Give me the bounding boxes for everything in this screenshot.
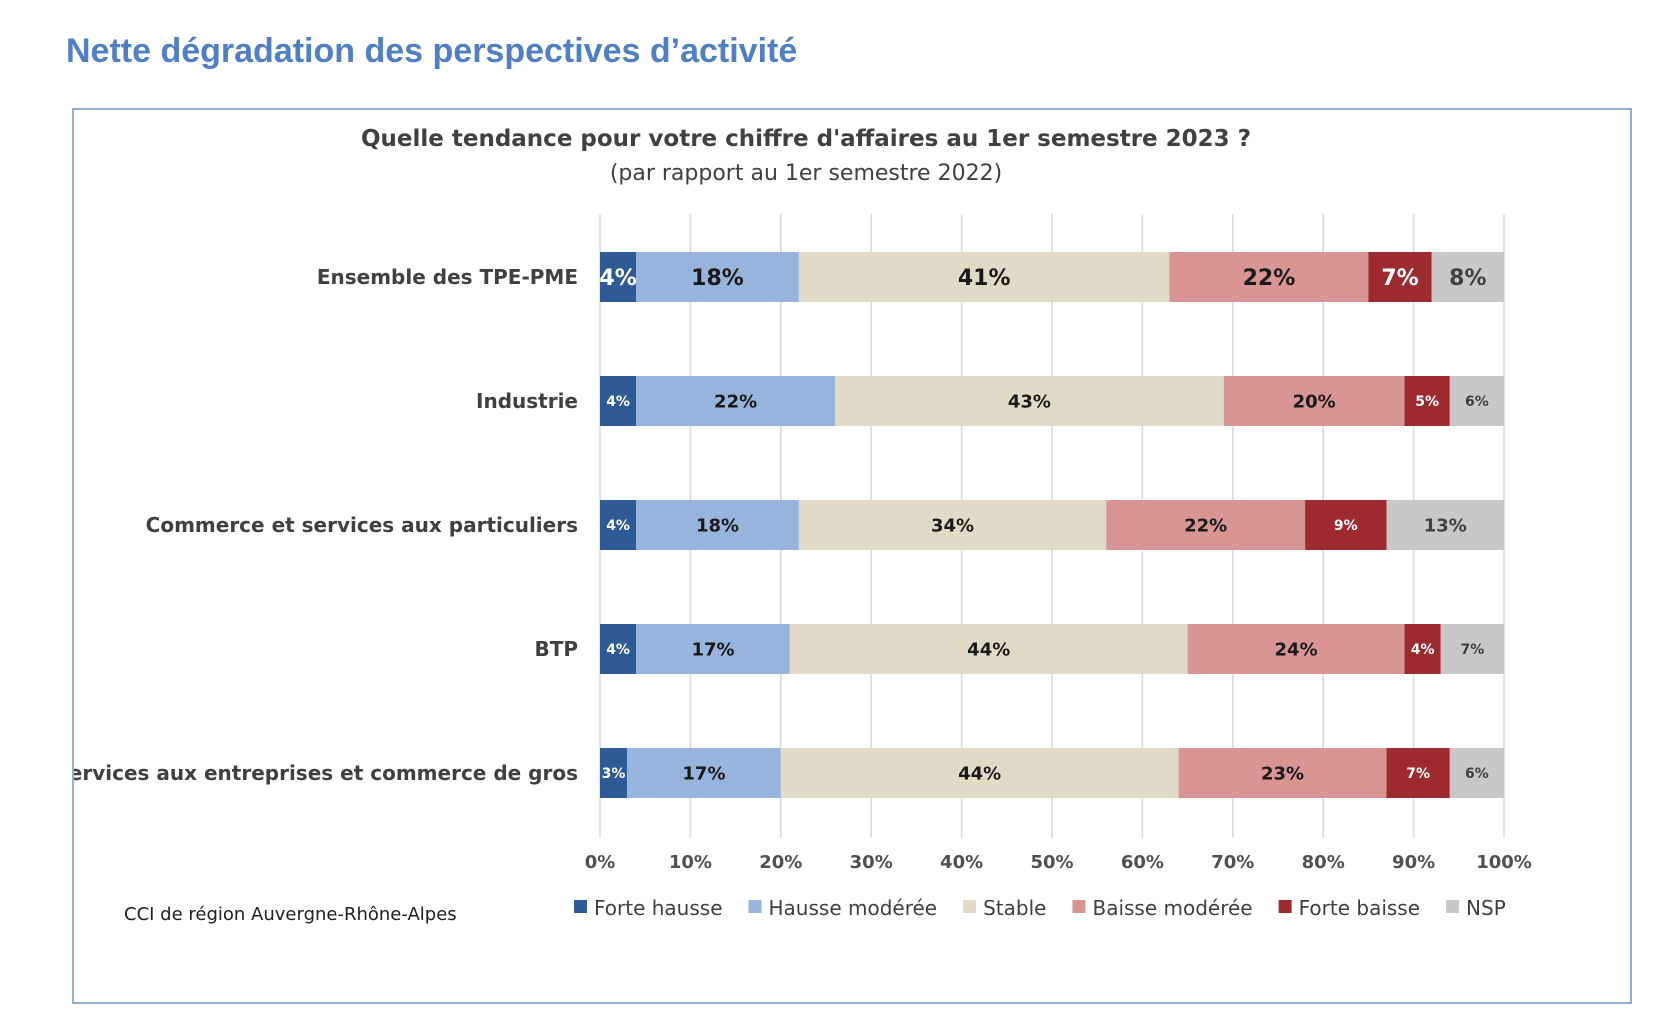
x-tick-label: 30% (850, 852, 893, 873)
x-axis-ticks: 0% 10% 20% 30% 40% 50% 60% 70% 80% 90% 100% (585, 852, 1532, 873)
chart-title: Quelle tendance pour votre chiffre d'aff… (361, 126, 1251, 152)
x-tick-label: 60% (1121, 852, 1164, 873)
bar-segment (636, 624, 790, 674)
data-label: 4% (606, 394, 630, 410)
legend-swatch (1446, 900, 1460, 913)
legend-label: Forte hausse (594, 896, 723, 920)
category-label: Services aux entreprises et commerce de … (74, 761, 578, 785)
bar-segment (627, 748, 781, 798)
data-label: 3% (602, 766, 626, 782)
data-label: 18% (691, 266, 744, 291)
chart-frame: Quelle tendance pour votre chiffre d'aff… (72, 108, 1632, 1004)
bar-segment (1187, 624, 1405, 674)
bar-segment (1404, 376, 1450, 426)
bar-segment (798, 500, 1107, 550)
bar-segment (1449, 748, 1504, 798)
x-tick-label: 10% (669, 852, 712, 873)
data-label: 20% (1293, 391, 1336, 412)
bar-segment (636, 500, 799, 550)
bar-segment (1305, 500, 1387, 550)
source-note: CCI de région Auvergne-Rhône-Alpes (124, 904, 457, 925)
legend-label: Baisse modérée (1092, 896, 1252, 920)
bar-segment (1431, 252, 1504, 302)
legend-label: Stable (983, 896, 1046, 920)
page-title: Nette dégradation des perspectives d’act… (66, 32, 798, 70)
bar-segment (636, 252, 799, 302)
data-label: 6% (1465, 766, 1489, 782)
bar-segment (835, 376, 1224, 426)
legend-swatch (1278, 900, 1292, 913)
bar-segment (600, 500, 637, 550)
x-tick-label: 80% (1302, 852, 1345, 873)
x-tick-label: 90% (1392, 852, 1435, 873)
data-label: 9% (1334, 518, 1358, 534)
bar-segment (1169, 252, 1369, 302)
x-tick-label: 100% (1476, 852, 1532, 873)
data-label: 17% (682, 763, 725, 784)
bar-segment (789, 624, 1188, 674)
data-label: 17% (691, 639, 734, 660)
bar-segment (1386, 500, 1504, 550)
legend-label: Hausse modérée (769, 896, 938, 920)
bar-segment (600, 624, 637, 674)
bar-segment (1386, 748, 1450, 798)
legend: Forte hausse Hausse modérée Stable Baisse m… (574, 896, 1506, 920)
bar-segment (636, 376, 836, 426)
data-label: 22% (714, 391, 757, 412)
data-label: 44% (958, 763, 1001, 784)
x-tick-label: 70% (1211, 852, 1254, 873)
data-label: 41% (958, 266, 1011, 291)
bar-segment (1178, 748, 1387, 798)
data-label: 24% (1275, 639, 1318, 660)
bar-segment (798, 252, 1170, 302)
bar-segment (780, 748, 1179, 798)
bar-segment (600, 252, 637, 302)
category-label: Industrie (476, 389, 578, 413)
data-label: 44% (967, 639, 1010, 660)
data-label: 34% (931, 515, 974, 536)
data-label: 7% (1381, 266, 1418, 291)
x-tick-label: 40% (940, 852, 983, 873)
data-label: 7% (1406, 766, 1430, 782)
legend-swatch (963, 900, 977, 913)
category-label: Ensemble des TPE-PME (317, 265, 578, 289)
bar-segment (600, 748, 628, 798)
x-tick-label: 0% (585, 852, 616, 873)
bar-segment (1223, 376, 1405, 426)
bar-segment (1404, 624, 1441, 674)
bar-segment (1449, 376, 1504, 426)
bar-segment (600, 376, 637, 426)
bar-segment (1368, 252, 1432, 302)
stacked-bar-chart: Quelle tendance pour votre chiffre d'aff… (74, 126, 1532, 925)
data-label: 13% (1424, 515, 1467, 536)
data-label: 7% (1460, 642, 1484, 658)
legend-label: Forte baisse (1299, 896, 1420, 920)
bar-segment (1440, 624, 1504, 674)
data-label: 4% (599, 266, 636, 291)
x-tick-label: 50% (1030, 852, 1073, 873)
data-label: 6% (1465, 394, 1489, 410)
data-label: 4% (1411, 642, 1435, 658)
bar-segment (1106, 500, 1306, 550)
legend-swatch (1072, 900, 1086, 913)
data-label: 22% (1184, 515, 1227, 536)
bars: 4% 18% 41% 22% 7% 8% 4% 22% 43% 20% 5% 6% 4% 18% 34% 22… (599, 252, 1504, 798)
legend-swatch (574, 900, 587, 913)
data-label: 8% (1449, 266, 1486, 291)
legend-label: NSP (1466, 896, 1506, 920)
data-label: 4% (606, 642, 630, 658)
x-tick-label: 20% (759, 852, 802, 873)
chart-subtitle: (par rapport au 1er semestre 2022) (610, 161, 1002, 186)
data-label: 4% (606, 518, 630, 534)
data-label: 23% (1261, 763, 1304, 784)
legend-swatch (748, 900, 762, 913)
category-labels: Ensemble des TPE-PME Industrie Commerce et… (74, 265, 578, 785)
data-label: 18% (696, 515, 739, 536)
data-label: 5% (1415, 394, 1439, 410)
category-label: Commerce et services aux particuliers (146, 513, 578, 537)
data-label: 43% (1008, 391, 1051, 412)
data-label: 22% (1243, 266, 1296, 291)
category-label: BTP (534, 637, 578, 661)
